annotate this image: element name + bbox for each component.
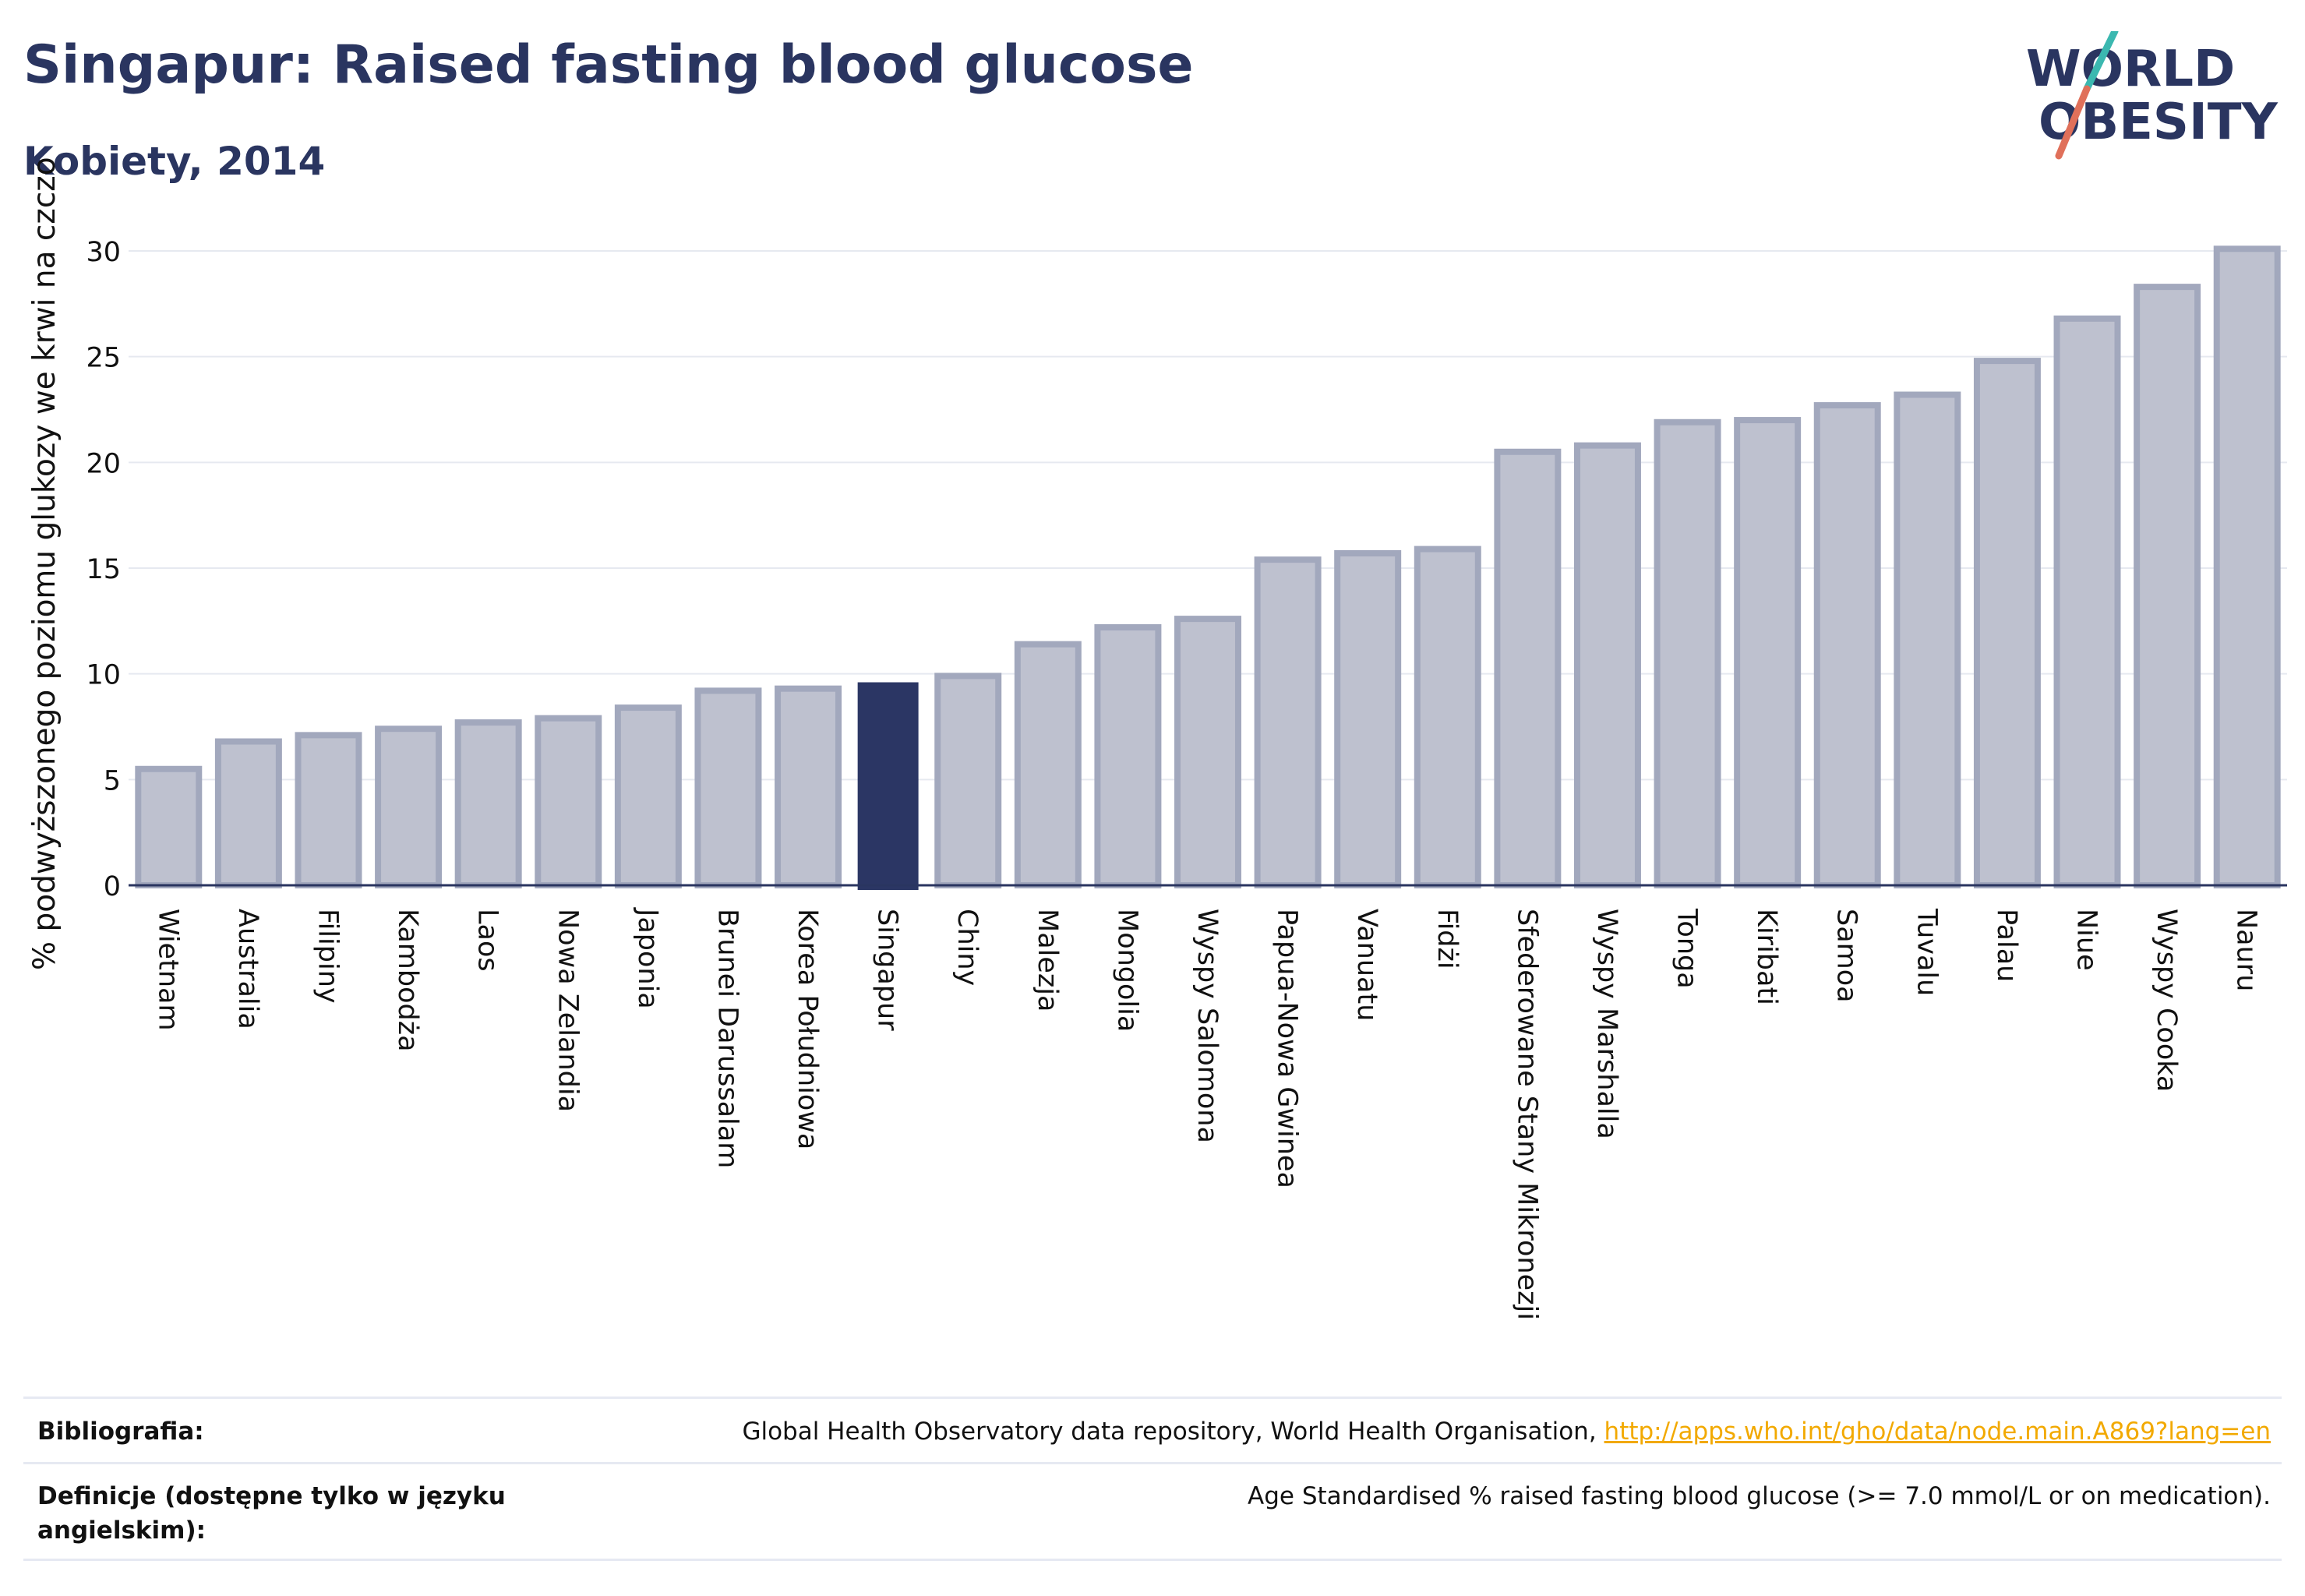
bar-nowa-zelandia [535, 715, 602, 888]
bar-japonia [614, 704, 682, 889]
x-tick-label: Tuvalu [1911, 908, 1942, 996]
x-tick-label: Wyspy Marshalla [1591, 909, 1622, 1139]
bibliography-text: Global Health Observatory data repositor… [742, 1418, 1604, 1446]
x-tick-label: Australia [232, 909, 263, 1029]
bar-singapur [857, 682, 919, 890]
bar-wyspy-marshalla [1573, 442, 1641, 888]
bar-tonga [1654, 418, 1721, 888]
bar-samoa [1813, 402, 1881, 888]
x-tick-label: Chiny [951, 909, 983, 986]
footer-bibliography-row: Bibliografia: Global Health Observatory … [23, 1414, 2282, 1458]
bar-niue [2053, 315, 2121, 888]
x-tick-label: Japonia [632, 907, 663, 1009]
footer-divider-bottom [23, 1559, 2282, 1561]
x-tick-label: Laos [472, 909, 503, 972]
bars [135, 245, 2281, 890]
y-tick-label: 5 [104, 765, 121, 796]
x-tick-label: Malezja [1032, 909, 1063, 1012]
y-tick-label: 15 [86, 554, 121, 585]
y-tick-label: 25 [86, 343, 121, 374]
bar-vanuatu [1334, 550, 1402, 888]
bar-wietnam [135, 765, 203, 888]
x-tick-label: Singapur [872, 909, 903, 1031]
page-subtitle: Kobiety, 2014 [23, 139, 326, 184]
x-tick-label: Nauru [2231, 909, 2262, 991]
definitions-value: Age Standardised % raised fasting blood … [1248, 1482, 2271, 1510]
x-tick-label: Nowa Zelandia [552, 909, 583, 1112]
x-tick-label: Korea Południowa [792, 909, 823, 1149]
y-axis-label: % podwyższonego poziomu glukozy we krwi … [27, 157, 62, 970]
bar-nauru [2213, 245, 2281, 888]
bar-malezja [1014, 641, 1082, 888]
y-tick-label: 10 [86, 660, 121, 691]
y-tick-label: 0 [104, 871, 121, 902]
x-tick-label: Kambodża [392, 909, 423, 1052]
footer-definitions-row: Definicje (dostępne tylko w języku angie… [23, 1479, 2282, 1557]
bibliography-label: Bibliografia: [37, 1418, 204, 1446]
bar-sfederowane-stany-mikronezji [1494, 448, 1562, 888]
bar-palau [1973, 358, 2041, 888]
bar-korea-południowa [775, 685, 842, 888]
x-tick-label: Tonga [1671, 908, 1703, 989]
bar-chart: 0 5 10 15 20 25 30 Wietnam Australia Filipiny Kam… [27, 157, 2287, 1320]
definitions-label: Definicje (dostępne tylko w języku angie… [37, 1482, 506, 1545]
y-tick-label: 30 [86, 237, 121, 268]
y-tick-label: 20 [86, 448, 121, 479]
y-axis-ticks: 0 5 10 15 20 25 30 [86, 237, 121, 902]
bar-laos [454, 719, 522, 888]
bar-brunei-darussalam [694, 687, 762, 889]
footer-divider-top [23, 1396, 2282, 1399]
bar-filipiny [295, 732, 362, 888]
bar-chiny [934, 673, 1002, 888]
bar-australia [214, 738, 282, 889]
page-title: Singapur: Raised fasting blood glucose [23, 34, 1194, 96]
logo-slash-red [2055, 85, 2091, 160]
x-tick-label: Papua-Nowa Gwinea [1272, 909, 1303, 1188]
x-tick-label: Wyspy Salomona [1191, 909, 1223, 1143]
bar-fidżi [1414, 546, 1481, 889]
x-tick-label: Samoa [1831, 909, 1862, 1003]
x-tick-label: Kiribati [1751, 909, 1782, 1005]
x-tick-label: Filipiny [312, 909, 343, 1004]
bibliography-link[interactable]: http://apps.who.int/gho/data/node.main.A… [1604, 1418, 2271, 1446]
x-tick-label: Fidżi [1431, 909, 1463, 969]
bar-kambodża [375, 726, 443, 888]
x-tick-label: Wietnam [152, 909, 183, 1031]
footer-divider-mid [23, 1462, 2282, 1464]
bar-mongolia [1094, 623, 1162, 888]
x-tick-label: Wyspy Cooka [2151, 909, 2182, 1092]
x-tick-label: Brunei Darussalam [711, 909, 743, 1168]
bibliography-value: Global Health Observatory data repositor… [742, 1414, 2271, 1449]
x-tick-label: Mongolia [1111, 909, 1142, 1032]
bar-wyspy-cooka [2134, 284, 2201, 889]
x-tick-label: Palau [1991, 909, 2022, 982]
logo-text-world: WORLD [2026, 41, 2235, 98]
bar-tuvalu [1894, 391, 1961, 888]
bar-kiribati [1734, 417, 1802, 888]
bar-papua-nowa-gwinea [1254, 556, 1322, 888]
x-axis-ticks: Wietnam Australia Filipiny Kambodża Laos Nowa… [152, 907, 2261, 1320]
logo-slash-teal [2083, 31, 2119, 93]
bar-wyspy-salomona [1174, 616, 1241, 888]
x-tick-label: Vanuatu [1351, 909, 1382, 1021]
world-obesity-logo: WORLD OBESITY [2026, 31, 2278, 160]
x-tick-label: Sfederowane Stany Mikronezji [1511, 909, 1542, 1320]
x-tick-label: Niue [2071, 909, 2102, 971]
